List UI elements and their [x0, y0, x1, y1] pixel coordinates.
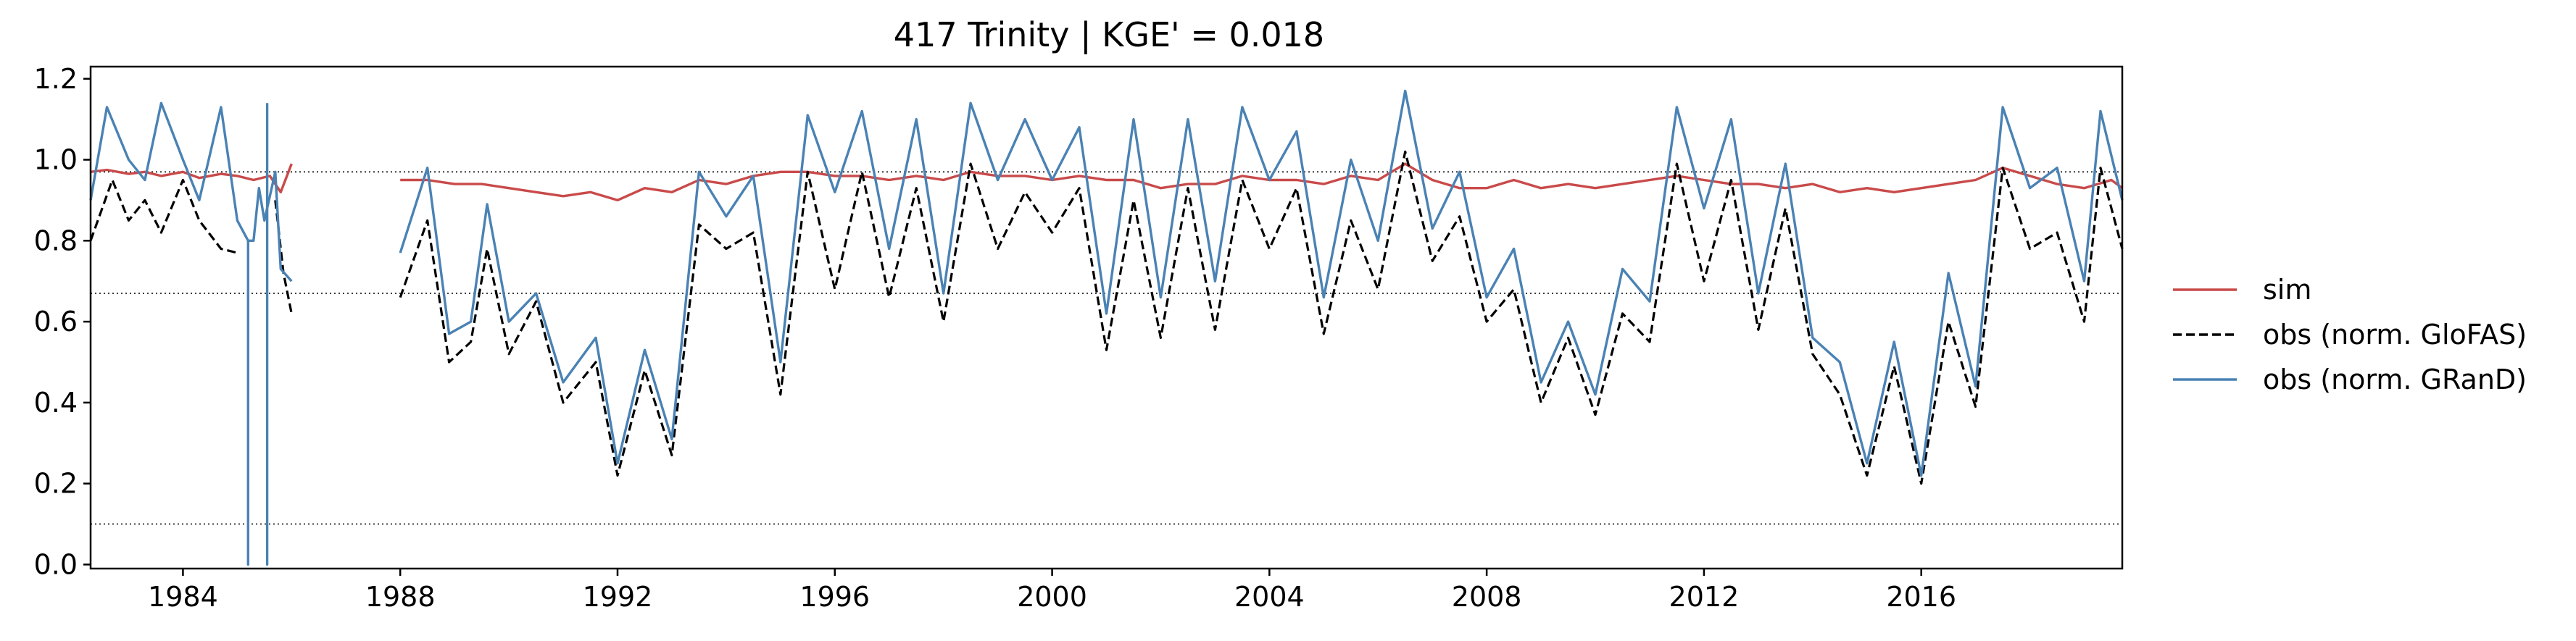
x-tick-label-3: 1996 — [799, 581, 870, 613]
x-tick-label-0: 1984 — [148, 581, 218, 613]
series-line-2-segment-1 — [399, 89, 2124, 477]
series-line-1-segment-0 — [89, 178, 238, 254]
x-tick-label-4: 2000 — [1017, 581, 1087, 613]
x-tick-label-5: 2004 — [1234, 581, 1305, 613]
y-tick-label-1: 0.2 — [34, 468, 78, 500]
chart-title: 417 Trinity | KGE' = 0.018 — [894, 15, 1324, 55]
legend-label-2: obs (norm. GRanD) — [2263, 364, 2527, 395]
series-layer — [89, 89, 2124, 566]
series-line-0-segment-0 — [90, 163, 293, 193]
x-tick-label-8: 2016 — [1886, 581, 1956, 613]
series-line-1-segment-2 — [399, 150, 2124, 485]
y-tick-label-4: 0.8 — [34, 225, 78, 256]
legend-label-1: obs (norm. GloFAS) — [2263, 319, 2527, 351]
y-tick-label-6: 1.2 — [34, 63, 78, 95]
series-line-2-segment-0 — [89, 101, 293, 282]
legend: sim obs (norm. GloFAS) obs (norm. GRanD) — [2173, 274, 2527, 395]
y-tick-label-3: 0.6 — [34, 306, 78, 338]
x-tick-label-7: 2012 — [1669, 581, 1740, 613]
x-tick-label-6: 2008 — [1452, 581, 1522, 613]
x-tick-label-2: 1992 — [583, 581, 653, 613]
x-tick-label-1: 1988 — [365, 581, 436, 613]
axes: 1984 1988 1992 1996 2000 2004 2008 2012 2016 0.0 0… — [34, 63, 2124, 613]
plot-frame — [89, 65, 2124, 570]
y-tick-label-5: 1.0 — [34, 144, 78, 176]
y-tick-label-2: 0.4 — [34, 387, 78, 419]
legend-label-0: sim — [2263, 274, 2311, 306]
y-tick-label-0: 0.0 — [34, 548, 78, 580]
